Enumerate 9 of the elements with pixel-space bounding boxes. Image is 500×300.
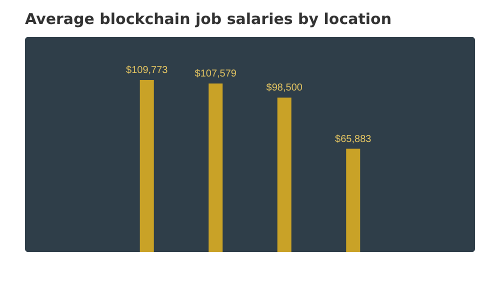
chart-title: Average blockchain job salaries by location <box>25 10 392 28</box>
data-label: $107,579 <box>194 68 237 80</box>
bar <box>277 98 292 252</box>
data-label: $98,500 <box>266 82 303 94</box>
bar <box>140 80 154 252</box>
data-label: $109,773 <box>126 65 168 76</box>
bar <box>346 148 360 252</box>
data-label: $65,883 <box>335 134 372 145</box>
bar <box>208 83 223 252</box>
